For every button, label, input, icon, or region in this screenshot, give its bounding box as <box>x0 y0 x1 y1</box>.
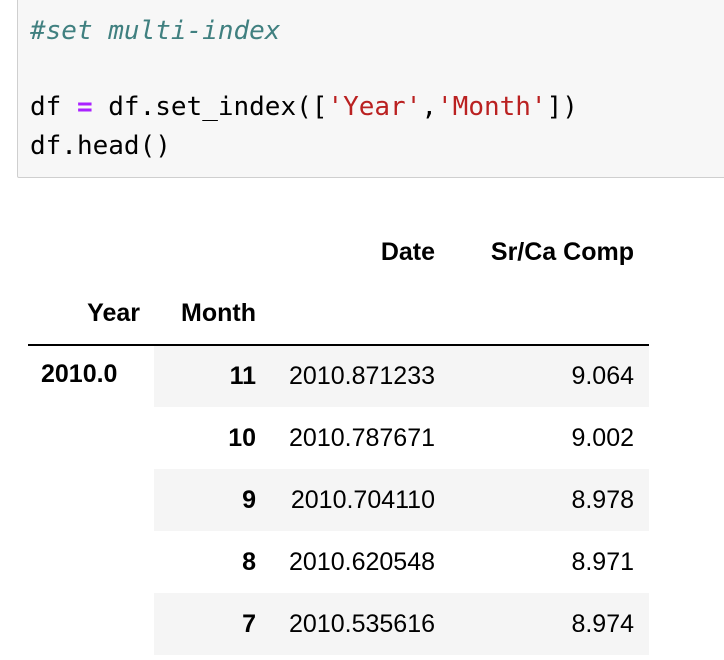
index-name-year: Year <box>87 299 140 327</box>
table-row: 2010.0 11 2010.871233 9.064 <box>28 344 649 655</box>
dataframe-table: Date Sr/Ca Comp Year Month 2010.0 11 201… <box>28 221 649 655</box>
code-line-head: df.head() <box>30 127 171 165</box>
date-cell: 2010.787671 <box>289 423 435 452</box>
table-row: 9 2010.704110 8.978 <box>28 469 649 531</box>
code-call-start: df.set_index([ <box>92 92 328 122</box>
column-header-srca: Sr/Ca Comp <box>490 237 634 266</box>
date-cell: 2010.704110 <box>268 469 443 531</box>
index-name-row: Year Month <box>28 283 649 345</box>
srca-cell: 8.971 <box>571 547 634 576</box>
table-row: 10 2010.787671 9.002 <box>28 407 649 469</box>
header-spacer <box>443 283 649 345</box>
date-cell: 2010.535616 <box>268 593 443 655</box>
code-head-call: df.head() <box>30 131 171 161</box>
date-cell: 2010.871233 <box>268 344 443 407</box>
srca-cell: 8.974 <box>443 593 649 655</box>
column-header-row: Date Sr/Ca Comp <box>28 221 649 283</box>
code-string-year: 'Year' <box>327 92 422 122</box>
code-line-comment: #set multi-index <box>30 12 280 50</box>
column-header-date: Date <box>380 237 435 266</box>
code-comma: , <box>421 92 438 122</box>
index-month-value: 11 <box>154 344 268 407</box>
code-assign-operator: = <box>76 92 93 122</box>
code-comment: #set multi-index <box>30 16 281 46</box>
code-call-end: ]) <box>546 92 578 122</box>
index-month-value: 9 <box>154 469 268 531</box>
srca-cell: 9.002 <box>571 423 634 452</box>
code-string-month: 'Month' <box>437 92 547 122</box>
table-row: 7 2010.535616 8.974 <box>28 593 649 655</box>
header-spacer <box>154 221 268 283</box>
date-cell: 2010.620548 <box>289 547 435 576</box>
code-lhs: df <box>30 92 77 122</box>
header-spacer <box>28 221 154 283</box>
srca-cell: 9.064 <box>443 344 649 407</box>
code-cell-input[interactable] <box>17 0 724 178</box>
header-spacer <box>268 283 443 345</box>
srca-cell: 8.978 <box>443 469 649 531</box>
index-month-value: 10 <box>228 423 256 452</box>
table-row: 8 2010.620548 8.971 <box>28 531 649 593</box>
index-month-value: 8 <box>242 547 256 576</box>
index-year-value: 2010.0 <box>28 344 154 655</box>
code-line-set-index: df = df.set_index(['Year','Month']) <box>30 88 578 126</box>
index-month-value: 7 <box>154 593 268 655</box>
index-name-month: Month <box>181 299 256 327</box>
